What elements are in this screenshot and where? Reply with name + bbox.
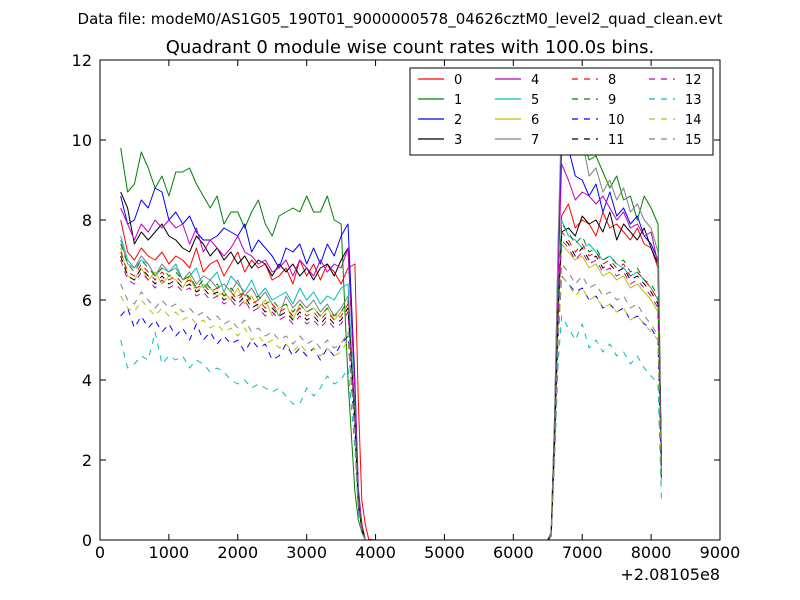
series-line-0 (120, 203, 662, 541)
y-tick-label: 0 (82, 531, 92, 550)
x-tick-label: 3000 (286, 543, 327, 562)
legend-label-15: 15 (685, 133, 702, 148)
y-tick-label: 12 (72, 51, 92, 70)
legend-box (409, 67, 714, 156)
y-tick-label: 2 (82, 451, 92, 470)
legend-label-1: 1 (454, 93, 462, 108)
x-tick-label: 4000 (355, 543, 396, 562)
series-layer (120, 111, 662, 541)
x-tick-label: 8000 (631, 543, 672, 562)
plot-frame (99, 59, 721, 541)
legend-label-12: 12 (685, 73, 702, 88)
y-tick-label: 10 (72, 131, 92, 150)
legend-label-9: 9 (608, 93, 616, 108)
series-line-9 (120, 223, 662, 541)
series-line-4 (120, 163, 662, 541)
series-line-13 (120, 315, 662, 541)
y-tick-label: 6 (82, 291, 92, 310)
series-line-10 (120, 275, 662, 541)
legend-label-11: 11 (608, 133, 625, 148)
legend-label-3: 3 (454, 133, 462, 148)
series-line-6 (120, 243, 662, 541)
x-tick-label: 6000 (493, 543, 534, 562)
x-tick-label: 1000 (149, 543, 190, 562)
x-offset-label: +2.08105e8 (620, 565, 720, 584)
x-tick-label: 0 (95, 543, 105, 562)
legend-label-0: 0 (454, 73, 462, 88)
series-line-15 (120, 263, 662, 541)
legend-label-7: 7 (531, 133, 539, 148)
series-line-12 (120, 239, 662, 541)
legend-label-14: 14 (685, 113, 702, 128)
y-tick-label: 4 (82, 371, 92, 390)
legend-label-4: 4 (531, 73, 539, 88)
legend-label-10: 10 (608, 113, 625, 128)
legend-label-6: 6 (531, 113, 539, 128)
x-tick-label: 5000 (424, 543, 465, 562)
axis-layer: 0 1000 2000 3000 4000 5000 6000 7000 8000 9000 0 2 4… (72, 51, 741, 562)
series-line-3 (120, 191, 662, 541)
x-tick-label: 7000 (562, 543, 603, 562)
legend-label-2: 2 (454, 113, 462, 128)
y-tick-label: 8 (82, 211, 92, 230)
series-line-7 (120, 111, 662, 541)
x-tick-label: 9000 (700, 543, 741, 562)
series-line-1 (120, 123, 662, 541)
series-line-2 (120, 147, 662, 541)
series-line-5 (120, 219, 662, 541)
legend-label-5: 5 (531, 93, 539, 108)
x-tick-label: 2000 (217, 543, 258, 562)
legend-label-13: 13 (685, 93, 702, 108)
series-line-14 (120, 275, 662, 541)
legend-label-8: 8 (608, 73, 616, 88)
data-file-header: Data file: modeM0/AS1G05_190T01_90000005… (78, 10, 723, 29)
chart-title: Quadrant 0 module wise count rates with … (166, 37, 655, 58)
